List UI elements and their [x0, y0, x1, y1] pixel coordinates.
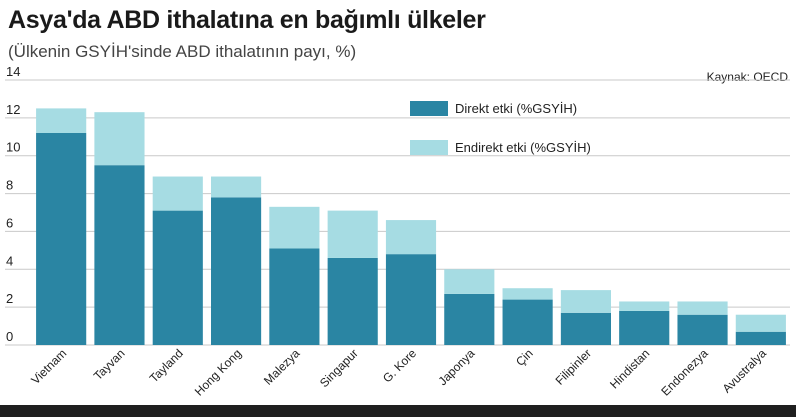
bar-indirect: [327, 210, 378, 258]
legend-swatch: [410, 140, 448, 155]
bar-direct: [269, 248, 320, 345]
bar-direct: [560, 312, 611, 345]
x-tick-label: Hindistan: [607, 346, 652, 391]
bar-indirect: [211, 176, 262, 198]
bar-indirect: [444, 269, 495, 294]
y-tick-label: 10: [6, 140, 20, 155]
x-tick-label: Hong Kong: [192, 346, 244, 398]
bar-indirect: [735, 314, 786, 332]
y-tick-label: 4: [6, 253, 13, 268]
legend-label: Direkt etki (%GSYİH): [455, 101, 577, 116]
bar-indirect: [502, 288, 553, 300]
bar-direct: [444, 293, 495, 345]
bar-indirect: [619, 301, 670, 311]
x-tick-label: Vietnam: [28, 346, 69, 387]
y-axis-ticks: 0 2 4 6 8 10 12 14: [6, 64, 20, 344]
bar-indirect: [385, 220, 437, 255]
x-tick-label: Tayvan: [91, 346, 128, 383]
y-tick-label: 14: [6, 64, 20, 79]
x-tick-label: G. Kore: [380, 346, 419, 385]
y-tick-label: 2: [6, 291, 13, 306]
y-tick-label: 6: [6, 215, 13, 230]
chart-subtitle: (Ülkenin GSYİH'sinde ABD ithalatının pay…: [8, 42, 357, 61]
x-tick-label: Tayland: [147, 346, 186, 385]
bottom-bar: [0, 405, 796, 417]
bar-indirect: [560, 290, 611, 313]
bar-indirect: [36, 108, 87, 133]
y-tick-label: 8: [6, 178, 13, 193]
bar-direct: [619, 310, 670, 345]
bars: [36, 108, 786, 345]
x-axis-ticks: Vietnam Tayvan Tayland Hong Kong Malezya Sing…: [28, 346, 769, 399]
bar-direct: [327, 257, 378, 345]
bar-direct: [385, 254, 437, 345]
bar-direct: [152, 210, 203, 345]
bar-indirect: [94, 112, 145, 166]
x-tick-label: Endonezya: [658, 346, 711, 399]
x-tick-label: Singapur: [317, 346, 361, 390]
x-tick-label: Çin: [513, 346, 536, 369]
legend-label: Endirekt etki (%GSYİH): [455, 140, 591, 155]
legend: Direkt etki (%GSYİH) Endirekt etki (%GSYİ…: [410, 101, 591, 155]
bar-indirect: [269, 206, 320, 249]
bar-direct: [735, 331, 786, 345]
bar-chart: 0 2 4 6 8 10 12 14 Vietnam Tayvan Tayland Hong Kon…: [5, 64, 790, 399]
y-tick-label: 0: [6, 329, 13, 344]
bar-direct: [211, 197, 262, 345]
bar-direct: [677, 314, 728, 345]
x-tick-label: Malezya: [261, 346, 303, 388]
x-tick-label: Japonya: [435, 346, 477, 388]
bar-indirect: [677, 301, 728, 315]
bar-direct: [36, 133, 87, 345]
chart-title: Asya'da ABD ithalatına en bağımlı ülkele…: [8, 6, 486, 34]
y-tick-label: 12: [6, 102, 20, 117]
x-tick-label: Avustralya: [720, 346, 770, 396]
bar-indirect: [152, 176, 203, 211]
x-tick-label: Filipinler: [553, 346, 594, 387]
bar-direct: [94, 165, 145, 345]
bar-direct: [502, 299, 553, 345]
legend-swatch: [410, 101, 448, 116]
